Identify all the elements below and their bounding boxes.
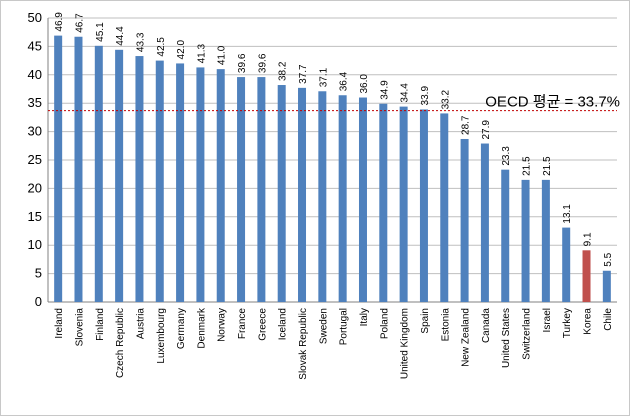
data-label-4: 43.3 <box>135 32 146 52</box>
x-tick-label-1: Slovenia <box>74 308 85 347</box>
y-tick-label-10: 10 <box>28 237 42 252</box>
x-tick-label-16: Poland <box>379 308 390 339</box>
x-tick-label-6: Germany <box>176 308 187 349</box>
x-tick-label-26: Korea <box>583 308 594 335</box>
data-label-26: 9.1 <box>583 232 594 246</box>
data-label-14: 36.4 <box>339 71 350 91</box>
x-tick-label-20: New Zealand <box>461 308 472 367</box>
bar-7 <box>196 67 205 302</box>
data-label-3: 44.4 <box>115 26 126 46</box>
bar-19 <box>440 113 449 302</box>
y-tick-label-0: 0 <box>35 294 42 309</box>
bar-15 <box>358 97 367 303</box>
bar-23 <box>521 179 530 302</box>
bar-16 <box>379 103 388 302</box>
data-label-1: 46.7 <box>74 13 85 33</box>
bar-27 <box>602 270 611 302</box>
y-tick-label-5: 5 <box>35 266 42 281</box>
bar-24 <box>541 179 550 302</box>
data-label-0: 46.9 <box>54 12 65 32</box>
data-label-16: 34.9 <box>379 80 390 100</box>
bar-0 <box>54 35 63 302</box>
bar-6 <box>176 63 185 302</box>
data-label-8: 41.0 <box>217 45 228 65</box>
x-tick-label-25: Turkey <box>562 308 573 338</box>
data-label-19: 33.2 <box>440 90 451 110</box>
y-tick-label-25: 25 <box>28 152 42 167</box>
bar-17 <box>399 106 408 302</box>
data-label-6: 42.0 <box>176 40 187 60</box>
x-tick-label-12: Slovak Republic <box>298 308 309 380</box>
x-tick-label-0: Ireland <box>54 308 65 339</box>
data-label-9: 39.6 <box>237 53 248 73</box>
bar-2 <box>94 45 103 302</box>
bar-20 <box>460 138 469 302</box>
data-label-7: 41.3 <box>196 44 207 64</box>
x-tick-label-7: Denmark <box>196 307 207 349</box>
bar-8 <box>216 69 225 303</box>
y-tick-label-40: 40 <box>28 67 42 82</box>
bar-13 <box>318 91 327 302</box>
bar-4 <box>135 56 144 302</box>
x-tick-label-9: France <box>237 308 248 340</box>
data-label-5: 42.5 <box>156 37 167 57</box>
bar-11 <box>277 85 286 302</box>
y-tick-label-35: 35 <box>28 95 42 110</box>
data-label-24: 21.5 <box>542 156 553 176</box>
bar-18 <box>419 109 428 302</box>
x-tick-label-11: Iceland <box>278 308 289 340</box>
bar-10 <box>257 77 266 303</box>
data-label-17: 34.4 <box>400 83 411 103</box>
data-label-21: 27.9 <box>481 120 492 140</box>
y-tick-label-50: 50 <box>28 10 42 25</box>
bar-5 <box>155 60 164 302</box>
data-label-18: 33.9 <box>420 86 431 106</box>
bar-14 <box>338 95 347 302</box>
x-tick-label-22: United States <box>501 308 512 368</box>
data-label-15: 36.0 <box>359 74 370 94</box>
bar-25 <box>562 227 571 302</box>
data-label-22: 23.3 <box>501 146 512 166</box>
bar-21 <box>480 143 489 302</box>
data-label-23: 21.5 <box>522 156 533 176</box>
data-label-20: 28.7 <box>461 115 472 135</box>
data-label-2: 45.1 <box>95 22 106 42</box>
x-tick-label-8: Norway <box>217 308 228 342</box>
x-tick-label-10: Greece <box>257 308 268 341</box>
data-label-27: 5.5 <box>603 252 614 266</box>
x-tick-label-18: Spain <box>420 308 431 334</box>
x-tick-label-21: Canada <box>481 308 492 343</box>
y-tick-label-15: 15 <box>28 209 42 224</box>
y-tick-label-20: 20 <box>28 180 42 195</box>
reference-line-label: OECD 평균 = 33.7% <box>485 94 620 111</box>
y-tick-label-45: 45 <box>28 38 42 53</box>
x-tick-label-2: Finland <box>95 308 106 341</box>
x-tick-label-17: United Kingdom <box>400 308 411 379</box>
x-tick-label-15: Italy <box>359 308 370 326</box>
data-label-12: 37.7 <box>298 64 309 84</box>
bar-1 <box>74 36 83 303</box>
data-label-25: 13.1 <box>562 204 573 224</box>
data-label-11: 38.2 <box>278 61 289 81</box>
data-label-10: 39.6 <box>257 53 268 73</box>
x-tick-label-3: Czech Republic <box>115 308 126 378</box>
x-tick-label-19: Estonia <box>440 308 451 342</box>
y-tick-label-30: 30 <box>28 124 42 139</box>
bar-9 <box>237 77 246 303</box>
bar-12 <box>298 87 307 302</box>
x-tick-label-13: Sweden <box>318 308 329 344</box>
x-tick-label-4: Austria <box>135 308 146 340</box>
x-tick-label-24: Israel <box>542 308 553 332</box>
x-tick-label-27: Chile <box>603 308 614 331</box>
bar-3 <box>115 49 124 302</box>
data-label-13: 37.1 <box>318 67 329 87</box>
x-tick-label-14: Portugal <box>339 308 350 345</box>
x-tick-label-23: Switzerland <box>522 308 533 360</box>
bar-26 <box>582 250 591 302</box>
bar-22 <box>501 169 510 302</box>
x-tick-label-5: Luxembourg <box>156 308 167 364</box>
